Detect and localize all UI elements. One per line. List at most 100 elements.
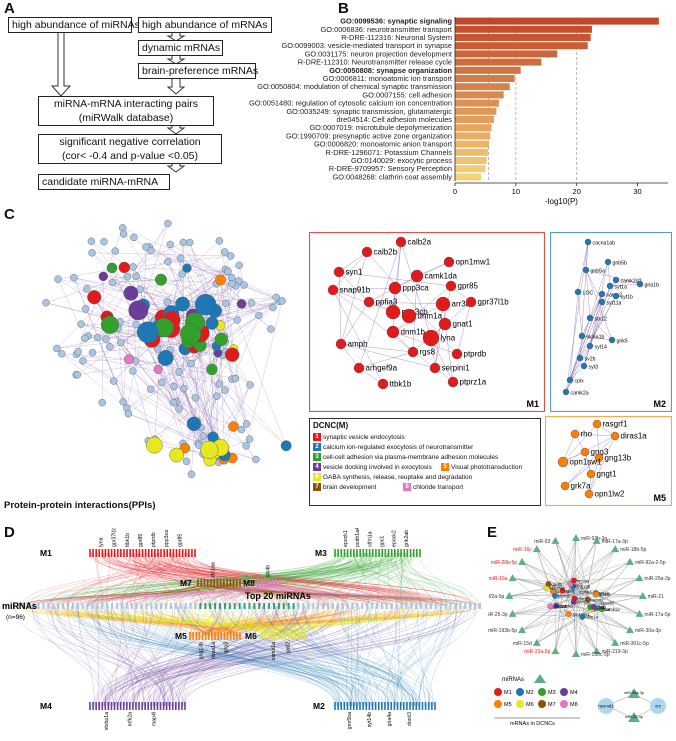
hive-edge	[68, 552, 390, 607]
hive-edge	[47, 605, 351, 707]
gene-label: sv2b	[585, 357, 596, 363]
hive-edge	[103, 605, 288, 707]
hive-edge	[103, 552, 157, 607]
network-mirna-node	[532, 545, 541, 553]
bar-category-label: GO:0050808: synapse organization	[329, 66, 452, 75]
ppi-node	[106, 262, 118, 274]
network-edge	[590, 606, 631, 631]
gene-node	[580, 447, 590, 457]
bar-category-label: GO:0051480: regulation of cytosolic calc…	[249, 99, 452, 108]
hive-edge	[148, 552, 416, 607]
ppi-node	[163, 298, 171, 306]
legend-item: 6 GABA synthesis, release, reuptake and d…	[313, 473, 472, 482]
bar	[455, 66, 521, 74]
gene-label: dnm1b	[401, 328, 426, 337]
network-gene-node	[547, 603, 554, 610]
hive-edge	[182, 605, 469, 707]
hive-edge	[356, 605, 359, 707]
network-edge	[555, 590, 563, 652]
hive-edge	[14, 605, 170, 707]
hive-edge	[161, 605, 304, 707]
ppi-edge	[216, 384, 251, 440]
network-mirna-node	[508, 574, 517, 582]
ppi-network	[42, 219, 292, 479]
hive-edge	[86, 605, 395, 707]
panel-label-b: B	[338, 0, 349, 17]
hive-edge	[176, 552, 210, 607]
hive-edge	[254, 605, 355, 707]
hive-edge	[231, 582, 312, 607]
ppi-edge	[190, 319, 238, 364]
gene-node	[592, 419, 602, 429]
hive-edge	[292, 605, 370, 637]
small-gene-node	[598, 698, 614, 714]
module-axis-label: M4	[40, 701, 52, 711]
legend-module-dot	[560, 700, 568, 708]
ppi-node	[119, 230, 128, 238]
network-edge	[512, 602, 598, 615]
hive-edge	[154, 605, 277, 707]
module-edge	[569, 291, 579, 381]
network-edge	[521, 591, 578, 631]
gene-label: cplx	[575, 379, 585, 385]
hive-edge	[114, 605, 266, 707]
hive-edge	[178, 605, 250, 707]
hive-edge	[124, 582, 205, 607]
ppi-node	[93, 333, 102, 342]
hive-edge	[131, 552, 439, 607]
module-edge	[565, 357, 581, 393]
bar	[455, 157, 487, 164]
hive-edge	[22, 552, 347, 607]
gene-label: gpr85	[458, 282, 479, 291]
module-label: M5	[653, 493, 666, 503]
network-gene-label: olfm1a	[585, 615, 598, 620]
hive-edge	[202, 605, 281, 637]
hive-edge	[204, 605, 359, 637]
hive-edge	[194, 605, 390, 707]
module-edge	[589, 285, 611, 347]
hive-edge	[61, 605, 301, 637]
hive-edge	[355, 552, 380, 607]
gene-label: rho	[581, 430, 593, 439]
network-mirna-node	[635, 609, 644, 617]
ppi-edge	[171, 319, 217, 440]
hive-edge	[70, 605, 364, 707]
module-edge	[564, 457, 600, 487]
hive-edge	[124, 605, 147, 707]
hive-edge	[211, 605, 363, 707]
network-mirna-label: miR-15d	[513, 641, 532, 647]
bar	[455, 50, 558, 58]
hive-edge	[115, 605, 339, 707]
hive-edge	[111, 552, 139, 607]
hive-edge	[207, 552, 365, 607]
gene-label: ppfia3	[376, 298, 398, 307]
hive-edge	[189, 605, 374, 707]
gene-label: ttbk1b	[390, 380, 412, 389]
hive-edge	[53, 605, 239, 637]
network-edge	[512, 608, 602, 615]
ppi-node	[54, 275, 62, 283]
ppi-node	[111, 247, 119, 255]
hive-edge	[152, 605, 263, 707]
ppi-node	[88, 249, 96, 257]
gene-label: gngt1	[597, 470, 618, 479]
gene-label: rasgrf1	[603, 420, 628, 429]
hive-edge	[202, 605, 290, 637]
bar-category-label: R-DRE-9709957: Sensory Perception	[329, 164, 452, 173]
hive-edge	[271, 605, 395, 707]
hive-edge	[136, 552, 444, 607]
module-edge	[569, 295, 617, 381]
ppi-edge	[128, 359, 236, 379]
legend-text: synaptic vesicle endocytosis	[323, 434, 405, 441]
hive-edge	[275, 582, 416, 607]
hive-edge	[305, 605, 341, 707]
ppi-edge	[189, 242, 234, 350]
hive-edge	[197, 605, 207, 637]
module-edge	[589, 279, 617, 347]
legend-item: 8 chloride transport	[403, 483, 463, 492]
hive-edge	[50, 605, 303, 637]
ppi-node	[87, 290, 102, 305]
ppi-node	[199, 432, 207, 440]
hive-edge	[166, 605, 325, 707]
bar-category-label: GO:0140029: exocytic process	[351, 156, 452, 165]
